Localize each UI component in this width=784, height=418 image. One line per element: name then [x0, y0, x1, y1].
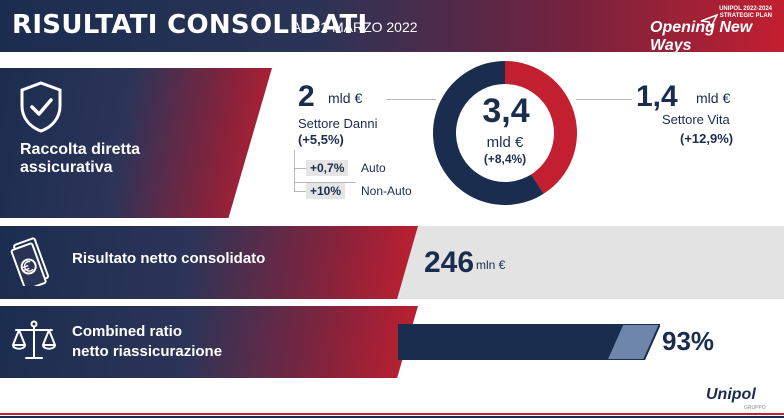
combined-value: 93% [662, 326, 715, 356]
plan-mini-line-2: STRATEGIC PLAN [719, 13, 772, 19]
vita-unit: mld € [696, 90, 731, 106]
page-title: RISULTATI CONSOLIDATI [12, 10, 368, 40]
danni-label: Settore Danni [298, 116, 378, 131]
non-auto-label: Non-Auto [361, 184, 412, 198]
scale-icon [12, 320, 56, 359]
paper-plane-icon [700, 14, 718, 28]
risultato-label: Risultato netto consolidato [72, 250, 266, 267]
vita-label: Settore Vita [662, 112, 730, 127]
shield-check-icon [20, 81, 62, 133]
header-banner: RISULTATI CONSOLIDATI AL 31 MARZO 2022 U… [0, 0, 784, 54]
vita-connector-line [576, 99, 632, 100]
combined-ratio-bar [398, 324, 660, 360]
total-change: (+8,4%) [483, 152, 527, 166]
combined-bar-fill [398, 324, 624, 360]
danni-connector-line [386, 99, 436, 100]
raccolta-band [0, 68, 272, 218]
vita-change: (+12,9%) [680, 131, 734, 146]
donut-slice-danni [433, 61, 544, 205]
unipol-logo: Unipol [706, 386, 756, 403]
money-euro-icon [10, 237, 50, 286]
combined-label-line-2: netto riassicurazione [72, 343, 223, 360]
plan-mini-line-1: UNIPOL 2022-2024 [719, 6, 772, 12]
danni-change: (+5,5%) [298, 132, 344, 147]
danni-value: 2 [298, 80, 315, 113]
sub-divider [294, 182, 356, 183]
raccolta-label-line-1: Raccolta diretta [20, 141, 141, 158]
danni-unit: mld € [328, 90, 363, 106]
footer-tricolor-line [0, 413, 784, 418]
sub-connector-auto [294, 168, 306, 169]
total-value: 3,4 [482, 92, 530, 130]
combined-label-line-1: Combined ratio [72, 323, 183, 340]
vita-value: 1,4 [636, 80, 678, 113]
raccolta-label: Raccolta diretta assicurativa [20, 141, 190, 177]
unipol-logo-sub: GRUPPO [744, 405, 766, 411]
risultato-unit: mln € [476, 258, 506, 272]
raccolta-label-line-2: assicurativa [20, 159, 113, 176]
sub-connector-non-auto [294, 191, 306, 192]
raccolta-donut-chart [433, 61, 577, 205]
total-unit: mld € [486, 134, 524, 151]
donut-slice-vita [505, 61, 577, 194]
auto-change-badge: +0,7% [306, 160, 349, 176]
combined-label: Combined ratio netto riassicurazione [72, 322, 222, 362]
non-auto-change-badge: +10% [306, 183, 346, 199]
sub-connector-vertical [294, 150, 295, 192]
plan-logo: Opening New Ways [650, 19, 753, 54]
combined-band [0, 306, 418, 378]
page-subtitle: AL 31 MARZO 2022 [292, 19, 418, 35]
auto-label: Auto [361, 161, 386, 175]
risultato-band [0, 226, 418, 299]
strategic-plan-label: UNIPOL 2022-2024 STRATEGIC PLAN [719, 6, 772, 20]
risultato-value: 246 [424, 246, 475, 279]
